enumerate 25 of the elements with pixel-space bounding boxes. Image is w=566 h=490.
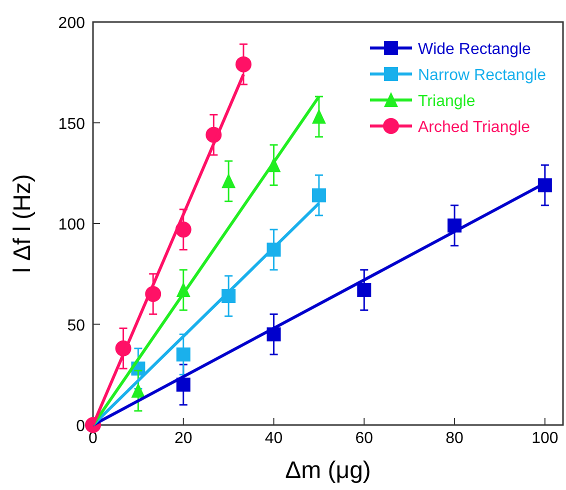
legend-label: Arched Triangle: [418, 119, 530, 136]
x-tick-label: 0: [88, 430, 98, 447]
x-tick-label: 20: [174, 430, 192, 447]
point: [222, 173, 236, 188]
legend-label: Narrow Rectangle: [418, 67, 546, 84]
point: [235, 56, 252, 72]
y-axis-title: l Δf l (Hz): [9, 174, 36, 273]
x-tick-label: 60: [355, 430, 374, 447]
point: [131, 382, 146, 398]
point: [312, 108, 326, 124]
x-axis-title: Δm (μg): [285, 457, 371, 484]
point: [176, 378, 190, 392]
x-tick-label: 100: [532, 430, 558, 447]
x-tick-label: 40: [264, 430, 283, 447]
y-tick-label: 200: [58, 15, 86, 32]
point: [176, 347, 190, 362]
y-tick-label: 150: [58, 116, 86, 133]
y-tick-label: 50: [67, 317, 86, 334]
y-tick-label: 100: [58, 216, 86, 234]
legend-label: Wide Rectangle: [418, 41, 532, 58]
y-tick-label: 0: [76, 418, 86, 435]
x-tick-label: 80: [446, 430, 464, 447]
legend-label: Triangle: [418, 93, 476, 110]
point: [312, 188, 326, 202]
point: [357, 282, 372, 297]
